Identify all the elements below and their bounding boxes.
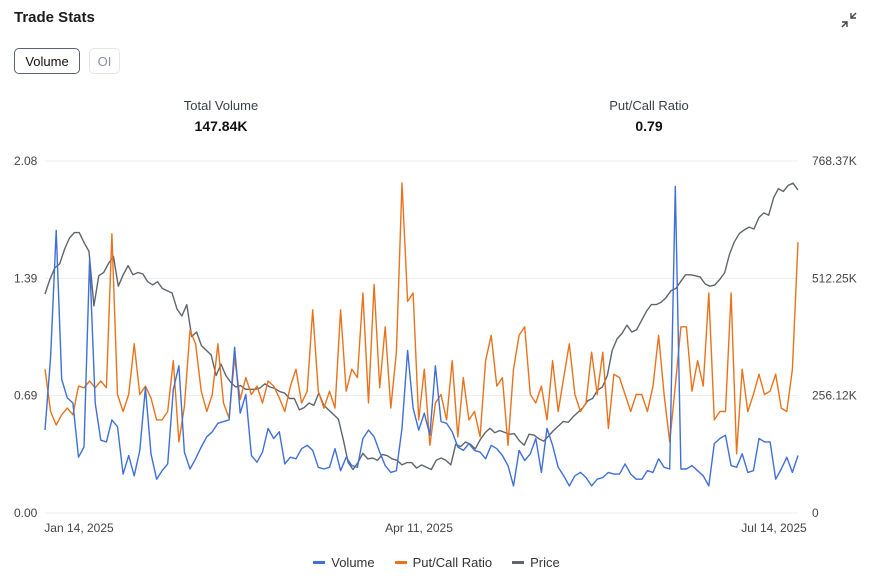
x-axis-tick-label: Apr 11, 2025 [385, 521, 453, 535]
x-axis-tick-label: Jan 14, 2025 [44, 521, 114, 535]
legend-item-price[interactable]: Price [512, 555, 560, 570]
total-volume-label: Total Volume [183, 98, 259, 113]
total-volume-value: 147.84K [194, 118, 248, 134]
left-axis-tick-label: 0.69 [14, 389, 38, 403]
put-call-ratio-series-line [44, 182, 799, 455]
legend-swatch-put-call-ratio [394, 561, 407, 564]
chart-legend: Volume Put/Call Ratio Price [0, 555, 873, 570]
left-axis-tick-label: 2.08 [14, 154, 38, 168]
oi-toggle-button[interactable]: OI [89, 48, 120, 74]
legend-label-volume: Volume [331, 555, 375, 570]
total-volume-stat: Total Volume 147.84K [121, 98, 321, 134]
put-call-ratio-label: Put/Call Ratio [609, 98, 689, 113]
legend-swatch-price [512, 561, 525, 564]
collapse-arrows-icon[interactable] [840, 11, 858, 29]
legend-item-put-call-ratio[interactable]: Put/Call Ratio [394, 555, 493, 570]
legend-label-put-call-ratio: Put/Call Ratio [412, 555, 493, 570]
volume-series-line [44, 185, 799, 487]
volume-toggle-button[interactable]: Volume [14, 48, 80, 74]
legend-item-volume[interactable]: Volume [313, 555, 375, 570]
right-axis-tick-label: 0 [812, 506, 819, 520]
put-call-ratio-value: 0.79 [635, 118, 663, 134]
right-axis-tick-label: 512.25K [812, 271, 857, 285]
x-axis-tick-label: Jul 14, 2025 [741, 521, 807, 535]
left-axis-tick-label: 0.00 [14, 506, 38, 520]
price-series-line [44, 182, 799, 471]
trade-stats-chart: 0.00 0 0.69 256.12K 1.39 512.25K 2.08 768.37K Ja… [14, 154, 857, 535]
legend-label-price: Price [530, 555, 560, 570]
put-call-ratio-stat: Put/Call Ratio 0.79 [549, 98, 749, 134]
legend-swatch-volume [313, 561, 326, 564]
right-axis-tick-label: 256.12K [812, 389, 857, 403]
left-axis-tick-label: 1.39 [14, 271, 38, 285]
page-title: Trade Stats [14, 9, 95, 26]
right-axis-tick-label: 768.37K [812, 154, 857, 168]
